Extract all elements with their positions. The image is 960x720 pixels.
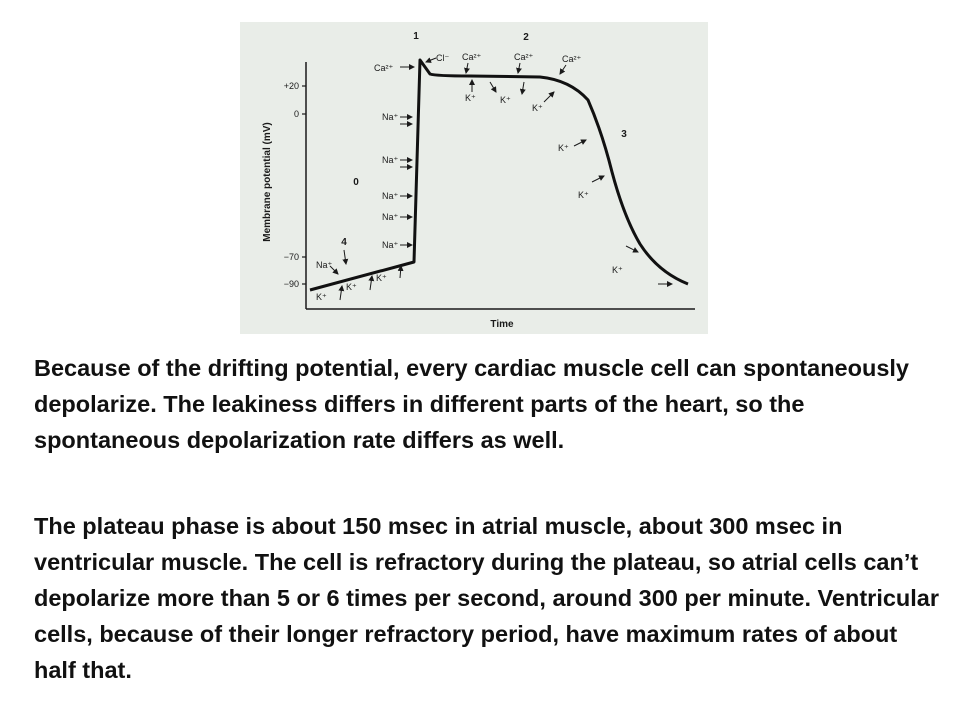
- ion-label-na: Na⁺: [382, 155, 399, 165]
- ion-arrow: [329, 265, 339, 275]
- y-axis-label: Membrane potential (mV): [262, 122, 273, 241]
- ion-label-k: K⁺: [376, 273, 387, 283]
- ion-label-k: K⁺: [578, 190, 589, 200]
- phase-label: 4: [341, 237, 347, 248]
- action-potential-svg: +20 0 −70 −90 Membrane potential (mV) Ti…: [262, 31, 695, 330]
- y-tick-label: −70: [284, 252, 299, 262]
- ion-label-na: Na⁺: [382, 112, 399, 122]
- ion-arrow: [397, 265, 404, 279]
- body-paragraph: The plateau phase is about 150 msec in a…: [34, 513, 940, 683]
- ion-label-k: K⁺: [558, 143, 569, 153]
- action-potential-curve: [309, 58, 689, 292]
- ion-arrow: [543, 91, 555, 103]
- ion-label-ca: Ca²⁺: [374, 63, 394, 73]
- ion-label-na: Na⁺: [382, 212, 399, 222]
- ion-arrow: [368, 275, 375, 291]
- phase-label: 0: [353, 177, 359, 188]
- ion-arrow: [516, 62, 522, 74]
- ion-arrow: [342, 249, 349, 265]
- y-tick-marks: [302, 85, 306, 285]
- ion-label-k: K⁺: [465, 93, 476, 103]
- x-axis-label: Time: [490, 319, 514, 330]
- ion-arrow: [464, 62, 470, 74]
- y-tick-label: −90: [284, 279, 299, 289]
- ion-label-k: K⁺: [346, 282, 357, 292]
- ion-label-na: Na⁺: [382, 191, 399, 201]
- ion-label-na: Na⁺: [316, 260, 333, 270]
- action-potential-diagram: +20 0 −70 −90 Membrane potential (mV) Ti…: [240, 22, 708, 334]
- ion-arrow: [591, 175, 605, 183]
- ion-label-ca: Ca²⁺: [514, 52, 534, 62]
- body-paragraph: Because of the drifting potential, every…: [34, 355, 909, 453]
- phase-label: 2: [523, 32, 529, 43]
- ion-label-k: K⁺: [316, 292, 327, 302]
- ion-label-ca: Ca²⁺: [562, 54, 582, 64]
- ion-label-na: Na⁺: [382, 240, 399, 250]
- ion-label-ca: Ca²⁺: [462, 52, 482, 62]
- ion-arrow: [559, 64, 567, 75]
- y-tick-label: +20: [284, 81, 299, 91]
- ion-arrow: [425, 57, 437, 63]
- ion-arrow: [338, 285, 345, 301]
- ion-label-k: K⁺: [532, 103, 543, 113]
- phase-label: 1: [413, 31, 419, 42]
- ion-label-cl: Cl⁻: [436, 53, 449, 63]
- ion-arrow: [625, 245, 639, 253]
- y-tick-label: 0: [294, 109, 299, 119]
- ion-label-k: K⁺: [612, 265, 623, 275]
- ion-label-k: K⁺: [500, 95, 511, 105]
- phase-label: 3: [621, 129, 627, 140]
- ion-arrow: [489, 81, 497, 93]
- ion-arrow: [519, 81, 526, 95]
- ion-arrow: [573, 139, 587, 147]
